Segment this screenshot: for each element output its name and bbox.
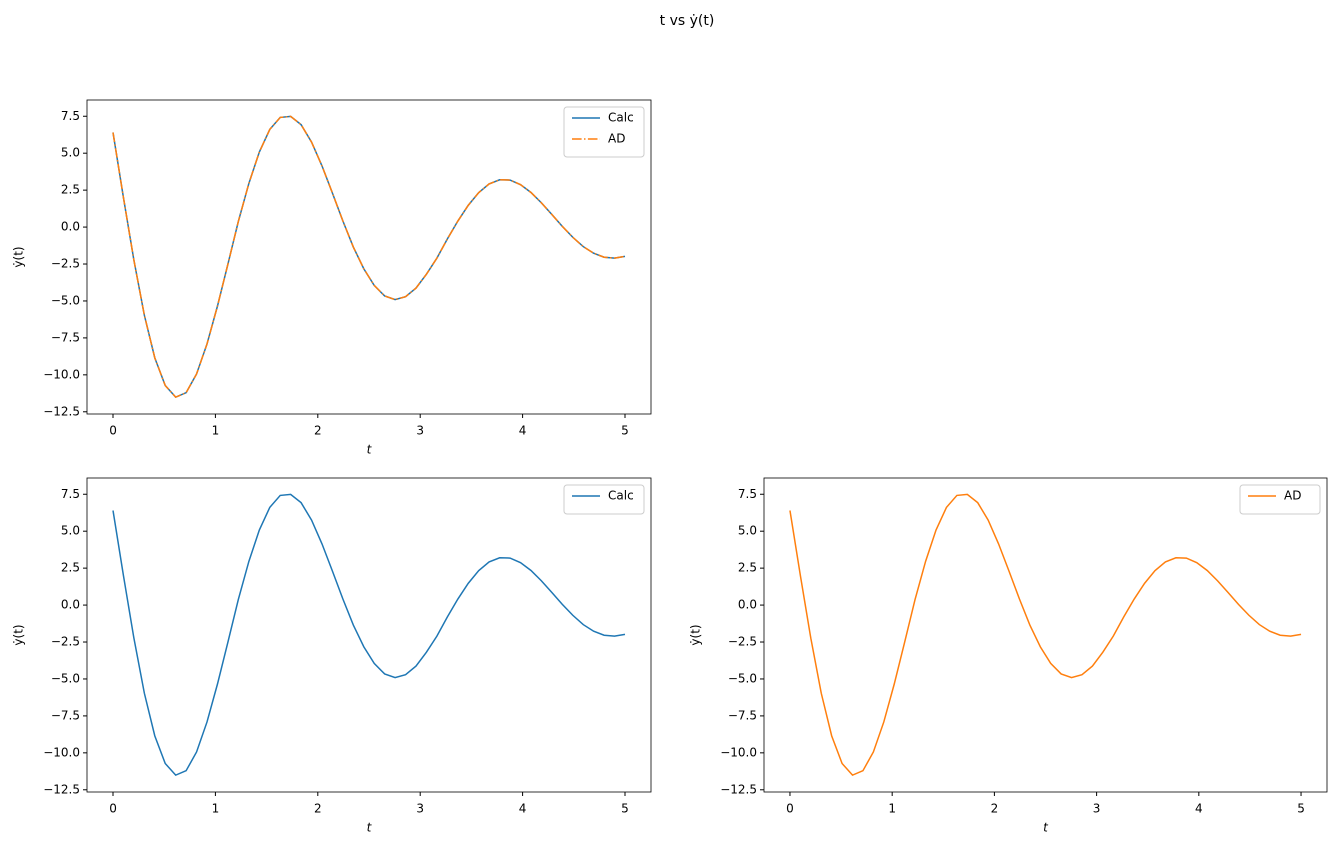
- y-tick-label: −5.0: [728, 671, 757, 685]
- y-tick-label: 2.5: [61, 183, 80, 197]
- y-tick-label: 7.5: [738, 487, 757, 501]
- x-tick-label: 3: [416, 802, 424, 816]
- x-axis-label: t: [367, 443, 373, 457]
- y-tick-label: −10.0: [43, 745, 80, 759]
- y-tick-label: −12.5: [43, 404, 80, 418]
- y-tick-label: 2.5: [61, 561, 80, 575]
- plot-frame: [86, 477, 652, 793]
- y-tick-label: 5.0: [738, 524, 757, 538]
- y-axis-label: ẏ(t): [689, 624, 703, 645]
- legend: Calc AD: [563, 106, 645, 158]
- y-tick-label: −5.0: [51, 293, 80, 307]
- legend-box: [563, 106, 645, 158]
- x-tick-label: 3: [416, 424, 424, 438]
- y-tick-label: −2.5: [51, 635, 80, 649]
- legend-label: Calc: [608, 489, 634, 503]
- x-tick-label: 2: [314, 424, 322, 438]
- x-tick-label: 5: [1297, 802, 1305, 816]
- y-tick-label: 0.0: [61, 598, 80, 612]
- y-tick-label: 0.0: [738, 598, 757, 612]
- y-tick-label: −10.0: [43, 367, 80, 381]
- y-tick-label: 2.5: [738, 561, 757, 575]
- x-tick-label: 5: [621, 424, 629, 438]
- x-tick-label: 3: [1093, 802, 1101, 816]
- data-line: [112, 115, 626, 399]
- y-tick-label: −7.5: [51, 330, 80, 344]
- x-tick-label: 1: [212, 802, 220, 816]
- y-tick-label: 5.0: [61, 524, 80, 538]
- legend-label: AD: [1284, 489, 1301, 503]
- legend: Calc: [563, 484, 645, 515]
- y-tick-label: 5.0: [61, 146, 80, 160]
- x-tick-label: 2: [314, 802, 322, 816]
- x-axis-label: t: [1043, 821, 1049, 835]
- legend-label: Calc: [608, 111, 634, 125]
- x-tick-label: 0: [109, 424, 117, 438]
- x-tick-label: 4: [519, 424, 527, 438]
- y-tick-label: −12.5: [43, 782, 80, 796]
- x-tick-label: 4: [1195, 802, 1203, 816]
- y-tick-label: −7.5: [728, 708, 757, 722]
- x-axis-label: t: [367, 821, 373, 835]
- x-tick-label: 1: [888, 802, 896, 816]
- legend: AD: [1239, 484, 1321, 515]
- x-tick-label: 0: [786, 802, 794, 816]
- y-tick-label: −2.5: [51, 257, 80, 271]
- x-tick-label: 2: [991, 802, 999, 816]
- legend-label: AD: [608, 132, 625, 146]
- figure-title: t vs ẏ(t): [660, 13, 715, 29]
- y-tick-label: −10.0: [720, 745, 757, 759]
- x-tick-label: 5: [621, 802, 629, 816]
- y-tick-label: −5.0: [51, 671, 80, 685]
- y-axis-label: ẏ(t): [12, 624, 26, 645]
- data-line: [789, 493, 1302, 777]
- y-axis-label: ẏ(t): [12, 246, 26, 267]
- data-line: [112, 493, 626, 777]
- y-tick-label: −12.5: [720, 782, 757, 796]
- plot-frame: [763, 477, 1328, 793]
- y-tick-label: −2.5: [728, 635, 757, 649]
- legend-box: [563, 484, 645, 515]
- x-tick-label: 1: [212, 424, 220, 438]
- y-tick-label: 7.5: [61, 487, 80, 501]
- y-tick-label: 0.0: [61, 220, 80, 234]
- x-tick-label: 4: [519, 802, 527, 816]
- plot-frame: [86, 99, 652, 415]
- y-tick-label: 7.5: [61, 109, 80, 123]
- legend-box: [1239, 484, 1321, 515]
- x-tick-label: 0: [109, 802, 117, 816]
- y-tick-label: −7.5: [51, 708, 80, 722]
